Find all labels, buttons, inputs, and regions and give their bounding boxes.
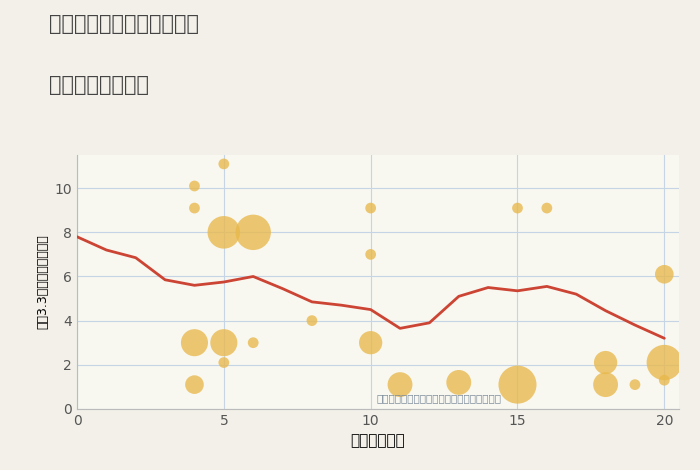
Text: 兵庫県丹波市山南町村森の: 兵庫県丹波市山南町村森の bbox=[49, 14, 199, 34]
Point bbox=[365, 204, 377, 212]
Point bbox=[189, 339, 200, 346]
Text: 駅距離別土地価格: 駅距離別土地価格 bbox=[49, 75, 149, 95]
Point bbox=[541, 204, 552, 212]
Point bbox=[365, 251, 377, 258]
Point bbox=[218, 228, 230, 236]
Point bbox=[512, 204, 523, 212]
Point bbox=[453, 379, 464, 386]
Y-axis label: 坪（3.3㎡）単価（万円）: 坪（3.3㎡）単価（万円） bbox=[36, 235, 49, 329]
Point bbox=[218, 339, 230, 346]
Point bbox=[659, 271, 670, 278]
Point bbox=[629, 381, 641, 388]
Point bbox=[218, 160, 230, 168]
Point bbox=[600, 359, 611, 366]
Point bbox=[189, 381, 200, 388]
Point bbox=[307, 317, 318, 324]
Point bbox=[189, 204, 200, 212]
Text: 円の大きさは、取引のあった物件面積を示す: 円の大きさは、取引のあった物件面積を示す bbox=[377, 393, 501, 403]
Point bbox=[659, 376, 670, 384]
X-axis label: 駅距離（分）: 駅距離（分） bbox=[351, 433, 405, 448]
Point bbox=[659, 359, 670, 366]
Point bbox=[189, 182, 200, 190]
Point bbox=[365, 339, 377, 346]
Point bbox=[394, 381, 405, 388]
Point bbox=[248, 339, 259, 346]
Point bbox=[248, 228, 259, 236]
Point bbox=[218, 359, 230, 366]
Point bbox=[600, 381, 611, 388]
Point bbox=[512, 381, 523, 388]
